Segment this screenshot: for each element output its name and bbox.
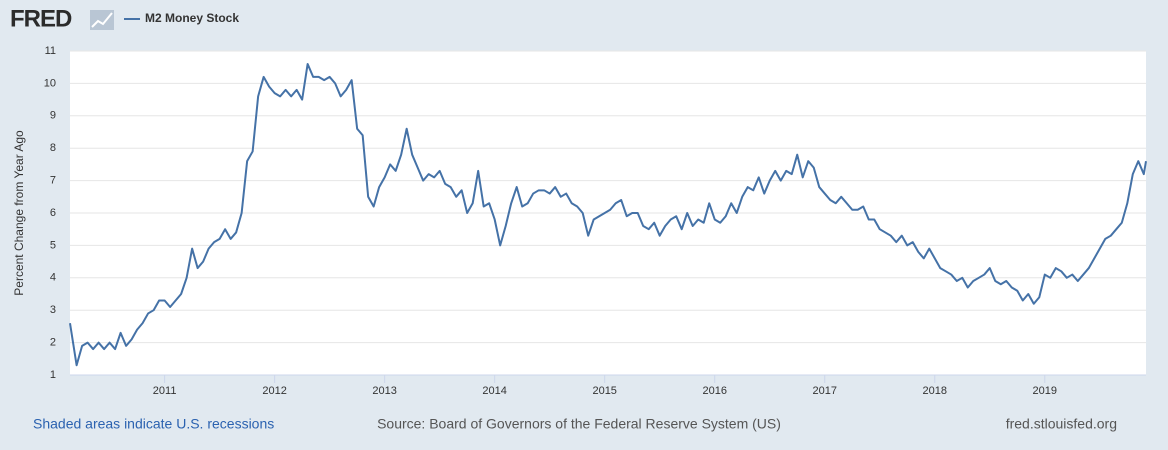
y-tick-label: 3 <box>50 304 56 316</box>
logo-icon <box>90 10 114 30</box>
y-tick-label: 11 <box>45 45 56 57</box>
footer-note[interactable]: Shaded areas indicate U.S. recessions <box>33 416 274 432</box>
y-tick-label: 8 <box>50 142 56 154</box>
y-axis-label: Percent Change from Year Ago <box>12 130 26 296</box>
x-tick-label: 2012 <box>262 385 286 397</box>
y-tick-label: 4 <box>50 272 56 284</box>
y-tick-label: 2 <box>50 337 56 349</box>
y-tick-label: 6 <box>50 207 56 219</box>
x-tick-label: 2019 <box>1033 385 1057 397</box>
x-tick-label: 2014 <box>482 385 506 397</box>
x-tick-label: 2015 <box>592 385 616 397</box>
footer-source: Source: Board of Governors of the Federa… <box>377 416 781 432</box>
logo: FRED <box>10 5 72 32</box>
footer-url[interactable]: fred.stlouisfed.org <box>1006 416 1117 432</box>
y-tick-label: 1 <box>50 369 56 381</box>
x-tick-label: 2011 <box>153 385 177 397</box>
y-tick-label: 9 <box>50 110 56 122</box>
y-tick-label: 10 <box>44 77 56 89</box>
legend-label: M2 Money Stock <box>145 11 239 25</box>
logo-icon-bg <box>90 10 114 30</box>
logo-icon-line <box>91 12 113 28</box>
x-tick-label: 2018 <box>923 385 947 397</box>
y-tick-label: 7 <box>50 175 56 187</box>
x-tick-label: 2013 <box>372 385 396 397</box>
x-tick-label: 2016 <box>702 385 726 397</box>
y-tick-label: 5 <box>50 239 56 251</box>
x-tick-label: 2017 <box>812 385 836 397</box>
data-line <box>69 62 1147 367</box>
